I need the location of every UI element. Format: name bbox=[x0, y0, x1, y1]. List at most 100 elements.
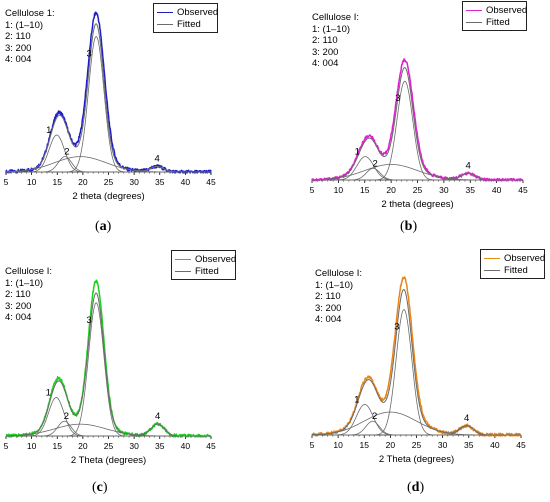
panel-a-caption-close: ) bbox=[106, 219, 112, 234]
panel-c-assign-2: 2: 110 bbox=[5, 289, 31, 300]
panel-d-assignments: Cellulose I: 1: (1–10) 2: 110 3: 200 4: … bbox=[315, 268, 362, 326]
panel-a-peak-label-4: 4 bbox=[155, 154, 160, 165]
panel-c-fitted-component-1 bbox=[6, 397, 211, 437]
panel-d-caption: (d) bbox=[407, 480, 424, 496]
panel-c-peak-label-4: 4 bbox=[155, 411, 160, 422]
panel-c-legend-fitted-label: Fitted bbox=[195, 265, 219, 277]
panel-d-assign-2: 2: 110 bbox=[315, 291, 341, 302]
panel-b-assign-3: 3: 200 bbox=[312, 46, 339, 58]
panel-d-legend-observed-swatch bbox=[484, 257, 500, 259]
panel-c-legend-observed: Observed bbox=[175, 253, 236, 265]
panel-c-assign-3: 3: 200 bbox=[5, 300, 32, 312]
panel-a-xtick-label-10: 10 bbox=[27, 177, 37, 187]
panel-a-legend-fitted: Fitted bbox=[157, 18, 201, 30]
panel-c-caption: (c) bbox=[92, 480, 108, 496]
panel-b-legend-fitted-swatch bbox=[466, 21, 482, 23]
panel-c-peak-label-1: 1 bbox=[46, 388, 51, 399]
panel-d-xtick-label-5: 5 bbox=[310, 440, 315, 450]
panel-b-legend: Observed Fitted bbox=[462, 1, 527, 31]
panel-c-legend: Observed Fitted bbox=[171, 250, 236, 280]
panel-a-legend-observed: Observed bbox=[157, 6, 218, 18]
panel-a-fitted-component-halo bbox=[5, 156, 211, 173]
panel-c-x-axis-label: 2 Theta (degrees) bbox=[71, 455, 146, 466]
panel-b-peak-label-4: 4 bbox=[465, 161, 470, 172]
panel-d-xtick-label-25: 25 bbox=[412, 440, 422, 450]
panel-c-assign-1: 1: (1–10) bbox=[5, 277, 44, 289]
panel-b-observed-line bbox=[311, 58, 524, 182]
panel-a-xtick-label-15: 15 bbox=[53, 177, 63, 187]
panel-b-caption-open: ( bbox=[400, 219, 405, 234]
panel-b-legend-observed-swatch bbox=[466, 9, 482, 11]
panel-c-xtick-label-10: 10 bbox=[27, 441, 37, 451]
panel-d-x-axis-label: 2 Theta (degrees) bbox=[379, 454, 454, 465]
panel-a-caption-letter: a bbox=[99, 219, 107, 234]
panel-a-xtick-label-45: 45 bbox=[206, 177, 216, 187]
panel-a-assign-3: 3: 200 bbox=[5, 42, 32, 54]
panel-d-peak-label-1: 1 bbox=[354, 394, 359, 405]
panel-d-legend-observed: Observed bbox=[484, 252, 545, 264]
panel-b-caption-close: ) bbox=[412, 219, 418, 234]
panel-a-xtick-label-25: 25 bbox=[104, 177, 114, 187]
panel-b-legend-observed: Observed bbox=[466, 4, 527, 16]
panel-b-assign-2: 2: 110 bbox=[312, 35, 338, 46]
panel-c-legend-observed-label: Observed bbox=[195, 253, 237, 265]
panel-b-assign-1: 1: (1–10) bbox=[312, 23, 351, 35]
panel-b-peak-label-2: 2 bbox=[373, 158, 378, 169]
panel-c-xtick-label-30: 30 bbox=[129, 441, 139, 451]
panel-d-legend-fitted-swatch bbox=[484, 269, 500, 271]
panel-b-xtick-label-30: 30 bbox=[439, 185, 449, 195]
panel-b-peak-label-1: 1 bbox=[355, 147, 360, 158]
panel-c-legend-fitted: Fitted bbox=[175, 265, 219, 277]
panel-b-legend-fitted-label: Fitted bbox=[486, 16, 510, 28]
panel-d-peak-label-2: 2 bbox=[372, 411, 377, 422]
panel-a-xtick-label-5: 5 bbox=[4, 177, 9, 187]
panel-b-fitted-component-3 bbox=[312, 80, 523, 181]
panel-b-xtick-label-25: 25 bbox=[413, 185, 423, 195]
panel-c-assign-4: 4: 004 bbox=[5, 312, 32, 323]
panel-d-caption-close: ) bbox=[419, 480, 425, 495]
panel-b-assign-title: Cellulose I: bbox=[312, 12, 359, 23]
panel-c-caption-close: ) bbox=[102, 480, 108, 495]
panel-a-assignments: Cellulose 1: 1: (1–10) 2: 110 3: 200 4: … bbox=[5, 8, 55, 66]
panel-d-assign-3: 3: 200 bbox=[315, 302, 342, 314]
panel-b-caption: (b) bbox=[400, 219, 417, 235]
panel-c-legend-fitted-swatch bbox=[175, 270, 191, 272]
panel-d-assign-title: Cellulose I: bbox=[315, 268, 362, 279]
panel-c-legend-observed-swatch bbox=[175, 258, 191, 260]
panel-a-caption: (a) bbox=[95, 219, 111, 235]
panel-d-xtick-label-20: 20 bbox=[386, 440, 396, 450]
panel-a-peak-label-2: 2 bbox=[64, 147, 69, 158]
panel-d-xtick-label-15: 15 bbox=[360, 440, 370, 450]
panel-b-assignments: Cellulose I: 1: (1–10) 2: 110 3: 200 4: … bbox=[312, 12, 359, 70]
panel-a-xtick-label-40: 40 bbox=[181, 177, 191, 187]
panel-a-peak-label-1: 1 bbox=[46, 125, 51, 136]
panel-c-xtick-label-25: 25 bbox=[104, 441, 114, 451]
panel-a-fitted-component-2 bbox=[6, 156, 211, 173]
panel-a-assign-1: 1: (1–10) bbox=[5, 19, 44, 31]
panel-d-caption-letter: d bbox=[411, 480, 420, 495]
panel-a-xtick-label-20: 20 bbox=[78, 177, 88, 187]
panel-b-legend-fitted: Fitted bbox=[466, 16, 510, 28]
panel-a-fitted-sum-line bbox=[5, 23, 211, 173]
panel-c-assignments: Cellulose I: 1: (1–10) 2: 110 3: 200 4: … bbox=[5, 266, 52, 324]
panel-d-xtick-label-45: 45 bbox=[516, 440, 526, 450]
panel-c-fitted-component-2 bbox=[6, 420, 211, 437]
panel-d-fitted-sum-line bbox=[311, 288, 521, 436]
panel-d-peak-label-3: 3 bbox=[394, 322, 399, 333]
panel-c-xtick-label-45: 45 bbox=[206, 441, 216, 451]
panel-b-xtick-label-10: 10 bbox=[334, 185, 344, 195]
panel-a-xtick-label-35: 35 bbox=[155, 177, 165, 187]
panel-a-assign-title: Cellulose 1: bbox=[5, 8, 55, 19]
panel-c-fitted-sum-line bbox=[5, 292, 211, 437]
panel-b-xtick-label-15: 15 bbox=[360, 185, 370, 195]
panel-a-legend-fitted-swatch bbox=[157, 23, 173, 25]
panel-b-xtick-label-40: 40 bbox=[492, 185, 502, 195]
panel-d-legend-observed-label: Observed bbox=[504, 252, 546, 264]
panel-a-assign-4: 4: 004 bbox=[5, 54, 32, 65]
panel-a-peak-label-3: 3 bbox=[87, 48, 92, 59]
panel-a-legend-fitted-label: Fitted bbox=[177, 18, 201, 30]
panel-a-xtick-label-30: 30 bbox=[129, 177, 139, 187]
panel-b-caption-letter: b bbox=[404, 219, 413, 234]
panel-d-xtick-label-10: 10 bbox=[333, 440, 343, 450]
